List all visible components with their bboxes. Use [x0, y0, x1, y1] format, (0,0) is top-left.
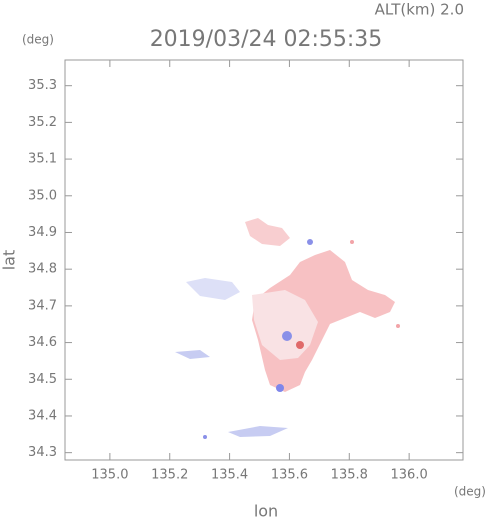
y-tick-label: 34.8: [28, 262, 57, 277]
x-tick-label: 135.0: [91, 468, 128, 483]
y-tick-label: 34.7: [28, 298, 57, 313]
x-tick-label: 135.8: [331, 468, 368, 483]
x-tick-label: 135.4: [211, 468, 248, 483]
plot-frame: [64, 59, 464, 461]
y-tick-label: 34.3: [28, 445, 57, 460]
y-axis-label: lat: [0, 250, 19, 271]
x-tick-label: 135.6: [271, 468, 308, 483]
x-tick-label: 135.2: [151, 468, 188, 483]
y-tick-label: 35.2: [28, 115, 57, 130]
y-tick-label: 34.6: [28, 335, 57, 350]
subtitle: ALT(km) 2.0: [375, 1, 464, 19]
y-tick-label: 34.5: [28, 372, 57, 387]
y-tick-label: 35.3: [28, 78, 57, 93]
y-tick-label: 34.9: [28, 225, 57, 240]
y-tick-label: 34.4: [28, 408, 57, 423]
y-tick-label: 35.1: [28, 152, 57, 167]
y-tick-label: 35.0: [28, 188, 57, 203]
y-unit: (deg): [22, 33, 54, 47]
x-tick-label: 136.0: [391, 468, 428, 483]
x-axis-label: lon: [254, 502, 278, 521]
x-unit: (deg): [454, 485, 486, 499]
chart-title: 2019/03/24 02:55:35: [150, 27, 383, 52]
radar-echoes: [175, 218, 400, 439]
